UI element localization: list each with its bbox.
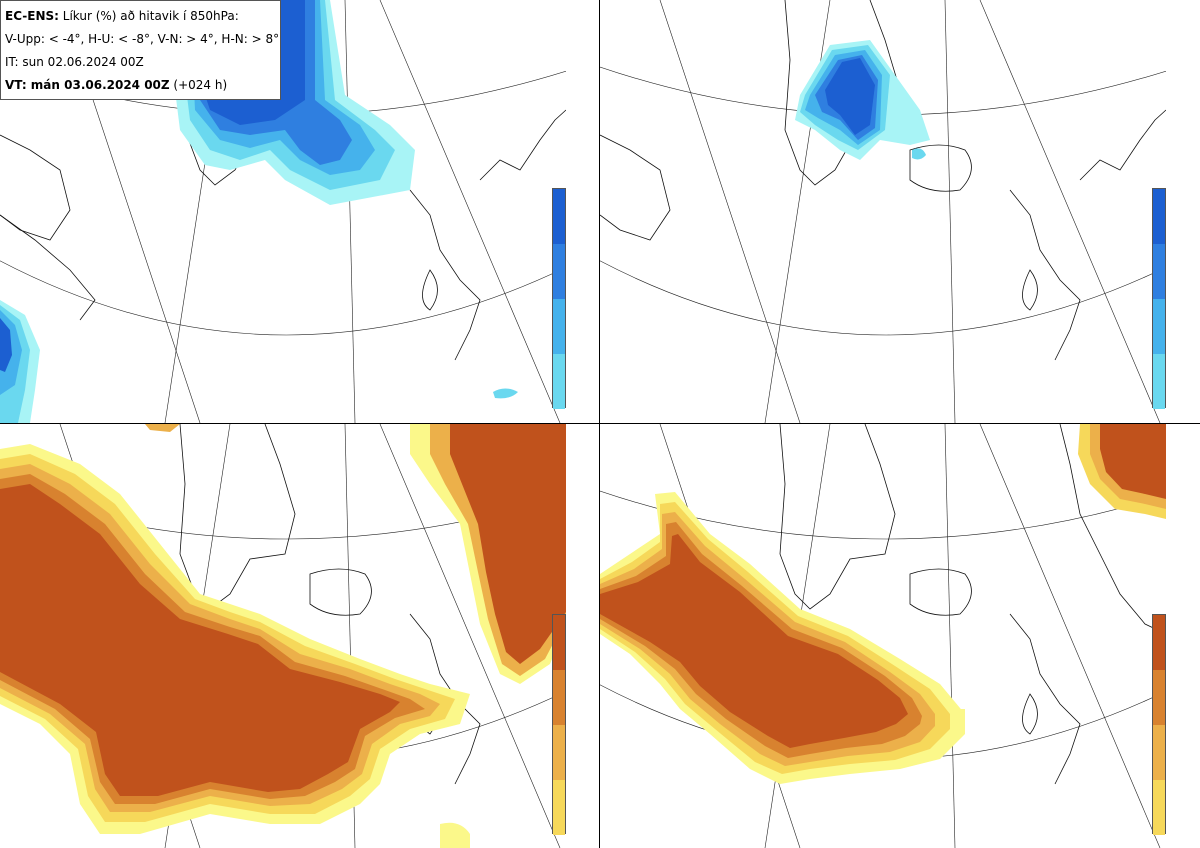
colorbar-segment	[553, 189, 565, 244]
colorbar-segment	[1153, 189, 1165, 244]
colorbar-segment	[553, 670, 565, 725]
map-panel-cold-4: EC-ENS: Líkur (%) að hitavik í 850hPa: V…	[0, 0, 566, 423]
colorbar-segment	[1153, 244, 1165, 299]
coastlines	[600, 0, 1166, 361]
colorbar-segment	[1153, 615, 1165, 670]
colorbar-segment	[1153, 354, 1165, 409]
colorbar-segment	[553, 299, 565, 354]
title-text: Líkur (%) að hitavik í 850hPa:	[58, 9, 239, 23]
colorbar-segment	[553, 725, 565, 780]
colorbar-segment	[1153, 780, 1165, 835]
probability-field	[795, 40, 930, 160]
colorbar-warm	[552, 614, 566, 835]
colorbar-segment	[553, 780, 565, 835]
initial-time-line: IT: sun 02.06.2024 00Z	[5, 55, 144, 69]
map-canvas	[0, 424, 566, 848]
map-panel-cold-8: 100 95 65 35 5	[600, 0, 1166, 423]
thresholds-line: V-Upp: < -4°, H-U: < -8°, V-N: > 4°, H-N…	[5, 32, 280, 46]
valid-time-line: VT: mán 03.06.2024 00Z (+024 h)	[5, 74, 280, 97]
map-panel-warm-8: 100 95 65 35 5	[600, 424, 1166, 848]
colorbar-segment	[553, 244, 565, 299]
colorbar-segment	[553, 615, 565, 670]
vertical-divider	[599, 0, 600, 848]
colorbar-segment	[1153, 725, 1165, 780]
colorbar-cold	[552, 188, 566, 409]
title-legend-box: EC-ENS: Líkur (%) að hitavik í 850hPa: V…	[0, 0, 281, 100]
forecast-hour: (+024 h)	[169, 78, 228, 92]
title-line: EC-ENS: Líkur (%) að hitavik í 850hPa:	[5, 5, 280, 28]
model-label: EC-ENS:	[5, 9, 59, 23]
colorbar-warm	[1152, 614, 1166, 835]
colorbar-segment	[553, 354, 565, 409]
map-panel-warm-4: 100 95 65 35 5	[0, 424, 566, 848]
colorbar-cold	[1152, 188, 1166, 409]
coastlines	[779, 424, 1166, 785]
probability-field	[0, 424, 566, 848]
valid-time-label: VT: mán 03.06.2024 00Z	[5, 78, 170, 92]
map-canvas	[600, 424, 1166, 848]
horizontal-divider	[0, 423, 1200, 424]
colorbar-segment	[1153, 299, 1165, 354]
colorbar-segment	[1153, 670, 1165, 725]
probability-field	[600, 424, 1166, 784]
map-canvas	[600, 0, 1166, 423]
